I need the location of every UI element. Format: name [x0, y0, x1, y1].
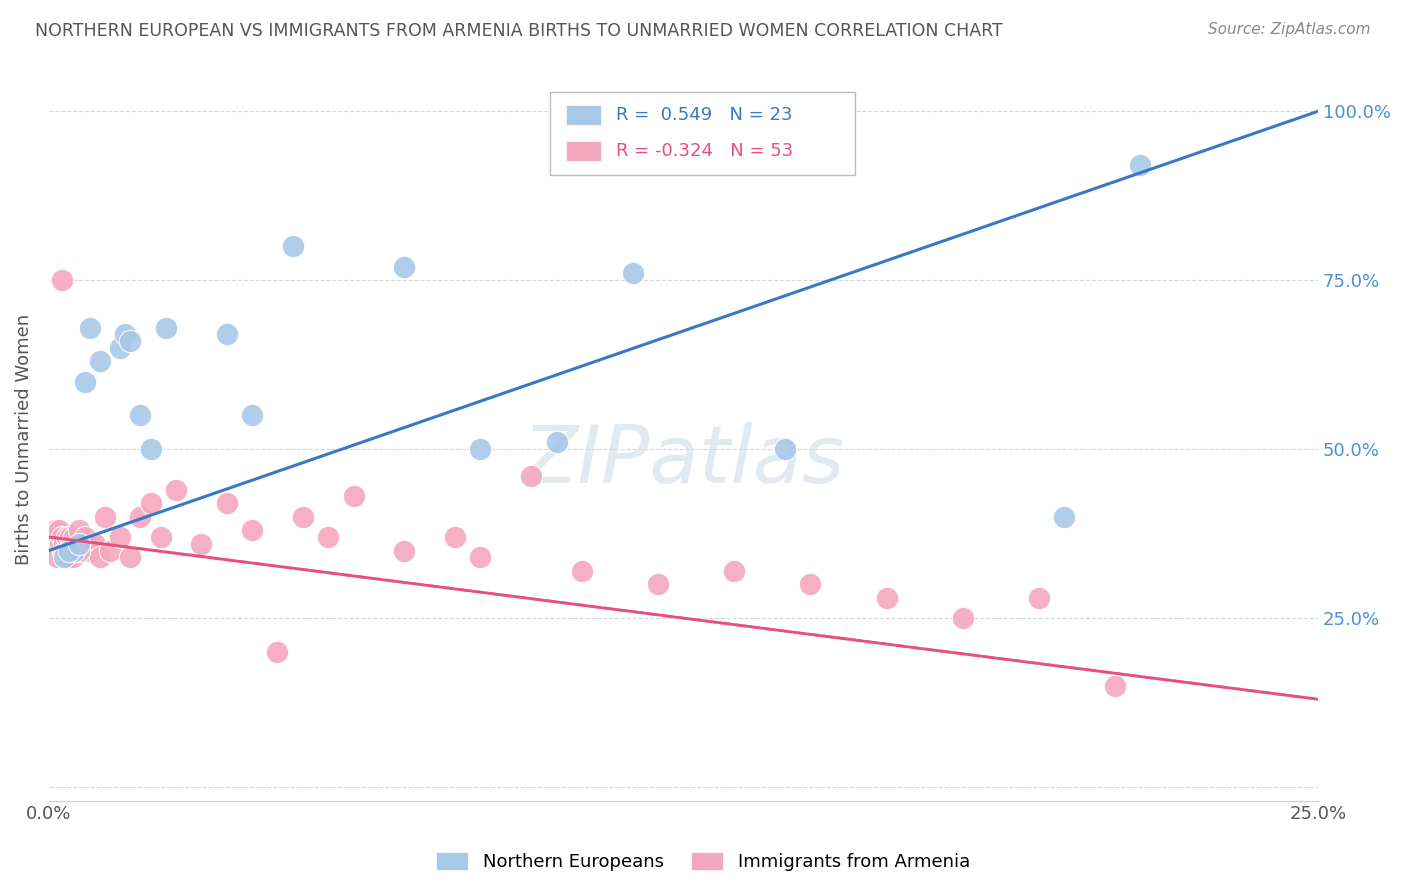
Point [876, 591, 898, 605]
Point [108, 530, 131, 544]
Point [546, 435, 568, 450]
Point [281, 239, 304, 253]
Point [52, 543, 75, 558]
Point [444, 530, 467, 544]
Point [139, 496, 162, 510]
Point [571, 564, 593, 578]
Point [58, 543, 80, 558]
Point [470, 550, 492, 565]
Bar [565, 105, 600, 125]
FancyBboxPatch shape [550, 92, 855, 175]
Point [98, 543, 121, 558]
Point [155, 320, 177, 334]
Point [240, 523, 263, 537]
Point [94, 509, 117, 524]
Point [149, 530, 172, 544]
Point [89, 354, 111, 368]
Point [60, 537, 83, 551]
Point [73, 530, 96, 544]
Point [215, 496, 238, 510]
Point [120, 550, 142, 565]
Point [89, 550, 111, 565]
Point [45, 550, 67, 565]
Point [621, 267, 644, 281]
Point [1028, 591, 1050, 605]
Text: ZIPatlas: ZIPatlas [523, 422, 845, 500]
Point [1053, 509, 1076, 524]
Point [165, 483, 187, 497]
Point [1104, 679, 1126, 693]
Point [63, 530, 86, 544]
Point [79, 543, 101, 558]
Text: R =  0.549   N = 23: R = 0.549 N = 23 [616, 106, 793, 124]
Point [51, 273, 73, 287]
Point [316, 530, 339, 544]
Point [79, 320, 101, 334]
Point [291, 509, 314, 524]
Point [58, 550, 80, 565]
Point [73, 375, 96, 389]
Point [647, 577, 669, 591]
Point [520, 469, 543, 483]
Point [723, 564, 745, 578]
Point [67, 523, 90, 537]
Bar [565, 141, 600, 161]
Point [114, 327, 136, 342]
Point [48, 523, 70, 537]
Point [108, 341, 131, 355]
Point [51, 530, 73, 544]
Point [1129, 158, 1152, 172]
Point [53, 550, 76, 565]
Point [46, 530, 69, 544]
Text: R = -0.324   N = 53: R = -0.324 N = 53 [616, 142, 793, 161]
Point [470, 442, 492, 457]
Text: NORTHERN EUROPEAN VS IMMIGRANTS FROM ARMENIA BIRTHS TO UNMARRIED WOMEN CORRELATI: NORTHERN EUROPEAN VS IMMIGRANTS FROM ARM… [35, 22, 1002, 40]
Point [70, 537, 93, 551]
Point [55, 530, 77, 544]
Point [215, 327, 238, 342]
Point [266, 645, 288, 659]
Point [66, 543, 89, 558]
Point [394, 543, 416, 558]
Point [139, 442, 162, 457]
Point [42, 537, 65, 551]
Legend: Northern Europeans, Immigrants from Armenia: Northern Europeans, Immigrants from Arme… [429, 845, 977, 879]
Point [53, 537, 76, 551]
Point [53, 543, 76, 558]
Point [44, 523, 66, 537]
Point [190, 537, 212, 551]
Point [67, 543, 90, 558]
Point [59, 530, 82, 544]
Point [240, 409, 263, 423]
Point [799, 577, 821, 591]
Point [129, 409, 152, 423]
Point [129, 509, 152, 524]
Point [62, 550, 84, 565]
Point [342, 490, 364, 504]
Point [120, 334, 142, 348]
Y-axis label: Births to Unmarried Women: Births to Unmarried Women [15, 313, 32, 565]
Point [49, 537, 72, 551]
Point [773, 442, 796, 457]
Point [67, 537, 90, 551]
Point [58, 543, 80, 558]
Point [83, 537, 105, 551]
Point [952, 611, 974, 625]
Text: Source: ZipAtlas.com: Source: ZipAtlas.com [1208, 22, 1371, 37]
Point [63, 543, 86, 558]
Point [394, 260, 416, 274]
